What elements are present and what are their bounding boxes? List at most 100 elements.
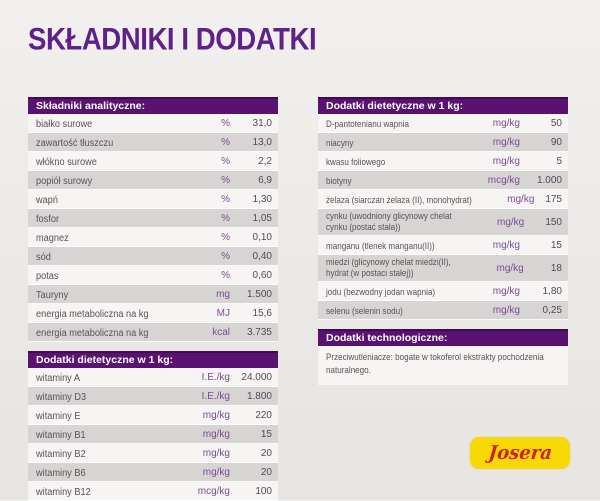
row-unit: %	[221, 212, 230, 224]
row-label-cell: witaminy E	[36, 406, 174, 424]
row-label-cell: jodu (bezwodny jodan wapnia)	[326, 282, 464, 300]
row-unit: mg/kg	[496, 216, 525, 228]
analytical-components-table: Składniki analityczne: białko surowe% 31,…	[28, 97, 278, 342]
table-row: wapń% 1,30	[28, 190, 278, 209]
analytical-table-rows: białko surowe% 31,0 zawartość tłuszczu% 13,…	[28, 114, 278, 342]
row-unit: MJ	[216, 307, 230, 319]
table-row: D-pantotenianu wapnia mg/kg 50	[318, 114, 568, 133]
table-row: energia metaboliczna na kg MJ 15,6	[28, 304, 278, 323]
row-label: włókno surowe	[36, 157, 97, 168]
row-label: sód	[36, 252, 51, 263]
row-label: wapń	[36, 195, 58, 206]
table-row: popiół surowy% 6,9	[28, 171, 278, 190]
row-label-cell: wapń	[36, 190, 174, 208]
dietary-left-table-rows: witaminy A I.E./kg 24.000 witaminy D3 I.E./k…	[28, 368, 278, 501]
row-label-cell: popiół surowy	[36, 171, 174, 189]
technological-table-body: Przeciwutleniacze: bogate w tokoferol ek…	[318, 346, 568, 385]
row-label-cell: selenu (selenin sodu)	[326, 301, 464, 319]
row-unit: %	[221, 117, 230, 129]
row-unit: mg/kg	[492, 304, 520, 316]
row-value: 100	[255, 485, 272, 497]
row-unit: mg/kg	[507, 193, 535, 205]
table-row: białko surowe% 31,0	[28, 114, 278, 133]
table-row: witaminy B2 mg/kg 20	[28, 444, 278, 463]
table-row: potas% 0,60	[28, 266, 278, 285]
row-label-cell: energia metaboliczna na kg	[36, 323, 174, 341]
row-unit: %	[221, 136, 230, 148]
table-row: witaminy A I.E./kg 24.000	[28, 368, 278, 387]
row-label: witaminy B1	[36, 430, 86, 441]
table-row: miedzi (glicynowy chelat miedzi(II), hyd…	[318, 255, 568, 282]
row-label: energia metaboliczna na kg	[36, 309, 149, 320]
row-label: energia metaboliczna na kg	[36, 328, 149, 339]
row-unit: mg/kg	[492, 155, 520, 167]
page-title: SKŁADNIKI I DODATKI	[28, 22, 317, 57]
row-value: 15	[550, 239, 562, 251]
row-label: potas	[36, 271, 59, 282]
row-label-cell: energia metaboliczna na kg	[36, 304, 174, 322]
row-label: jodu (bezwodny jodan wapnia)	[326, 287, 436, 298]
row-unit: mg/kg	[202, 409, 230, 421]
row-label: cynku (uwodniony glicynowy chelat cynku …	[326, 211, 452, 233]
row-value: 5	[556, 155, 562, 167]
row-unit: %	[221, 174, 230, 186]
row-label-cell: biotyny	[326, 171, 464, 189]
row-unit: mcg/kg	[197, 485, 230, 497]
row-label: magnez	[36, 233, 69, 244]
row-label: białko surowe	[36, 119, 93, 130]
table-row: niacyny mg/kg 90	[318, 133, 568, 152]
table-row: witaminy D3 I.E./kg 1.800	[28, 387, 278, 406]
row-unit: mg/kg	[492, 117, 520, 129]
row-value: 15,6	[252, 307, 272, 319]
row-value: 1,80	[542, 285, 562, 297]
dietary-right-table-rows: D-pantotenianu wapnia mg/kg 50 niacyny mg/kg…	[318, 114, 568, 320]
row-value: 6,9	[258, 174, 272, 186]
row-label-cell: cynku (uwodniony glicynowy chelat cynku …	[326, 209, 474, 235]
row-unit: mg/kg	[202, 428, 230, 440]
row-label: manganu (tlenek manganu(II))	[326, 241, 435, 252]
row-unit: mg/kg	[492, 285, 520, 297]
dietary-right-table-header: Dodatki dietetyczne w 1 kg:	[318, 97, 568, 114]
row-value: 0,40	[252, 250, 272, 262]
dietary-left-table-header: Dodatki dietetyczne w 1 kg:	[28, 351, 278, 368]
table-row: cynku (uwodniony glicynowy chelat cynku …	[318, 209, 568, 236]
row-label-cell: sód	[36, 247, 174, 265]
row-label-cell: witaminy B1	[36, 425, 174, 443]
table-row: witaminy E mg/kg 220	[28, 406, 278, 425]
table-row: Tauryny mg 1.500	[28, 285, 278, 304]
row-label-cell: fosfor	[36, 209, 174, 227]
row-label-cell: witaminy B2	[36, 444, 174, 462]
row-value: 1.800	[246, 390, 272, 402]
row-unit: mg/kg	[202, 466, 230, 478]
table-row: witaminy B12 mcg/kg 100	[28, 482, 278, 501]
row-label: miedzi (glicynowy chelat miedzi(II), hyd…	[326, 257, 451, 279]
row-label: żelaza (siarczan żelaza (II), monohydrat…	[326, 195, 472, 206]
josera-logo: Josera	[470, 437, 570, 469]
row-unit: mg/kg	[496, 262, 524, 274]
right-column: Dodatki dietetyczne w 1 kg: D-pantotenia…	[318, 97, 568, 385]
row-label-cell: Tauryny	[36, 285, 174, 303]
row-label-cell: witaminy D3	[36, 387, 174, 405]
row-label-cell: kwasu foliowego	[326, 152, 464, 170]
row-value: 1,05	[252, 212, 272, 224]
table-row: energia metaboliczna na kg kcal 3.735	[28, 323, 278, 342]
row-label-cell: włókno surowe	[36, 152, 174, 170]
row-value: 15	[260, 428, 272, 440]
row-value: 24.000	[241, 371, 272, 383]
row-value: 0,60	[252, 269, 272, 281]
row-unit: I.E./kg	[201, 390, 230, 402]
analytical-table-header: Składniki analityczne:	[28, 97, 278, 114]
table-row: witaminy B6 mg/kg 20	[28, 463, 278, 482]
row-value: 175	[545, 193, 562, 205]
table-row: żelaza (siarczan żelaza (II), monohydrat…	[318, 190, 568, 209]
row-label: witaminy B6	[36, 468, 86, 479]
table-row: witaminy B1 mg/kg 15	[28, 425, 278, 444]
table-row: kwasu foliowego mg/kg 5	[318, 152, 568, 171]
row-label: witaminy A	[36, 373, 80, 384]
row-label-cell: D-pantotenianu wapnia	[326, 114, 464, 132]
technological-additives-table: Dodatki technologiczne: Przeciwutleniacz…	[318, 329, 568, 385]
table-gap	[28, 342, 278, 351]
row-value: 0,10	[252, 231, 272, 243]
row-unit: %	[221, 231, 230, 243]
row-unit: mcg/kg	[487, 174, 520, 186]
